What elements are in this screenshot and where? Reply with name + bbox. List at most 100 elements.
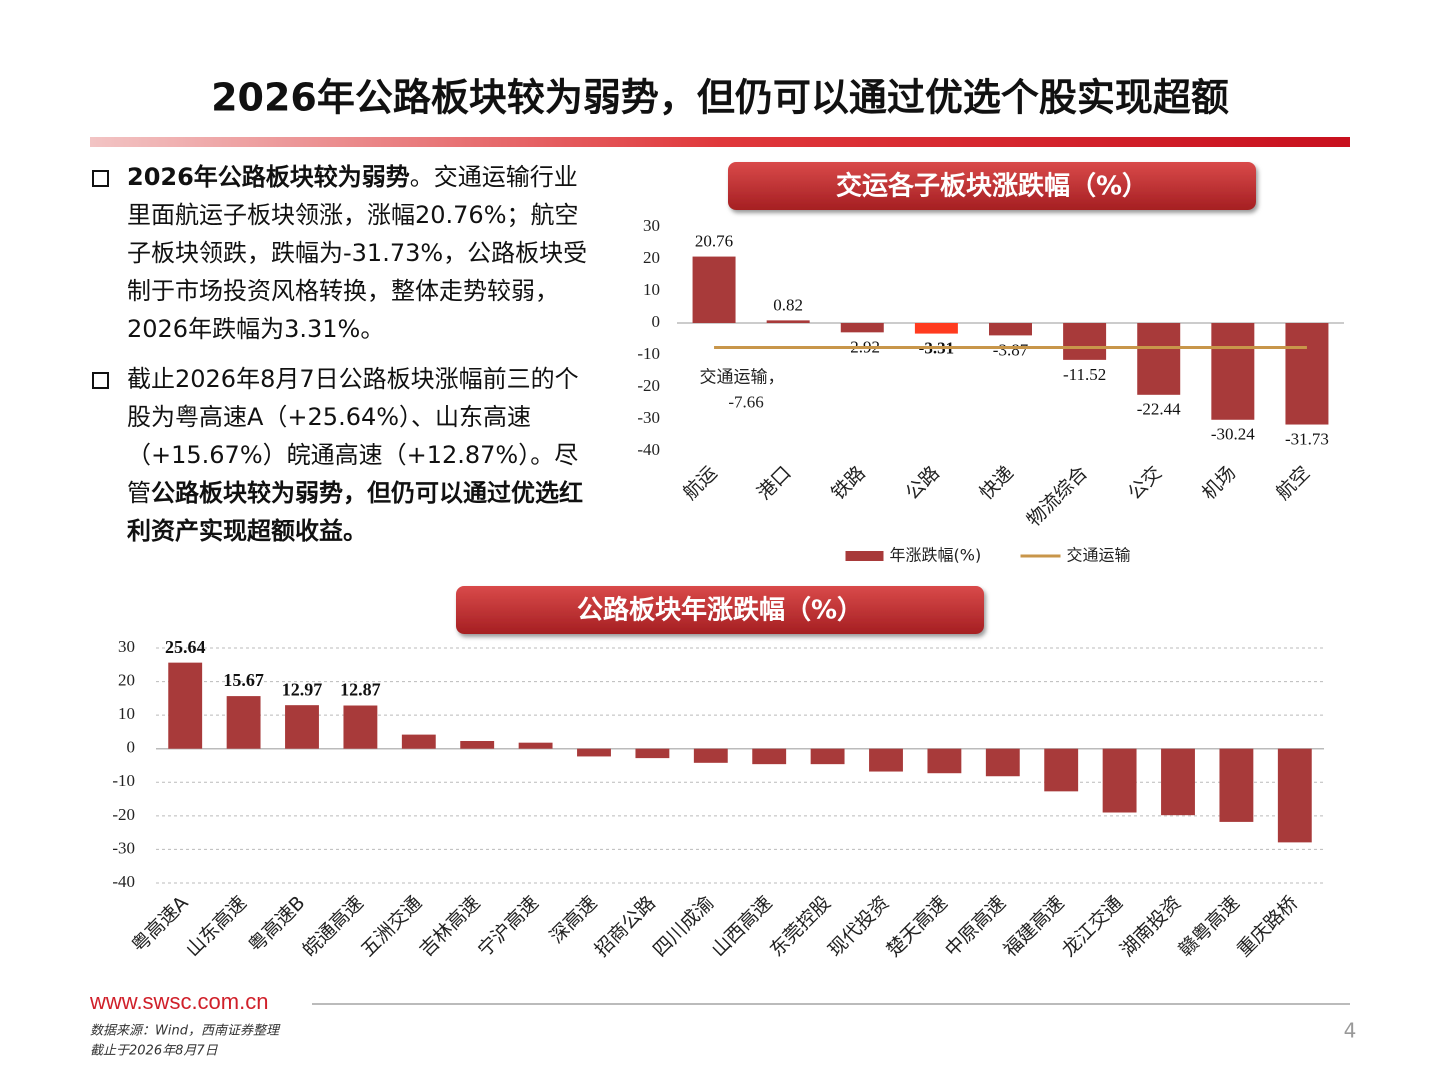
x-tick-label: 铁路	[827, 462, 869, 504]
y-tick-label: -10	[112, 771, 135, 790]
x-tick-label: 机场	[1198, 462, 1240, 504]
y-tick-label: 30	[643, 216, 660, 235]
value-label: 0.82	[773, 295, 803, 314]
bar	[985, 748, 1020, 777]
slide-title: 2026年公路板块较为弱势，但仍可以通过优选个股实现超额	[211, 76, 1229, 120]
value-label: 12.87	[340, 680, 381, 700]
x-tick-label: 山东高速	[182, 892, 251, 961]
bar	[460, 740, 495, 749]
x-tick-label: 楚天高速	[883, 892, 952, 961]
x-tick-label: 龙江交通	[1058, 892, 1127, 961]
y-tick-label: -30	[637, 408, 660, 427]
footer-site: www.swsc.com.cn	[89, 989, 268, 1014]
value-label: -3.87	[993, 340, 1029, 359]
bullet-text: 。交通运输行业里面航运子板块领涨，涨幅20.76%；航空子板块领跌，跌幅为-31…	[127, 163, 588, 343]
value-label: 12.97	[282, 679, 323, 699]
x-tick-label: 东莞控股	[766, 892, 835, 961]
x-tick-label: 五洲交通	[357, 892, 426, 961]
y-tick-label: -40	[112, 872, 135, 891]
bar	[1063, 323, 1107, 360]
y-tick-label: -10	[637, 344, 660, 363]
y-tick-label: -20	[637, 376, 660, 395]
bar	[1285, 323, 1329, 425]
title-rule	[90, 137, 1350, 147]
x-tick-label: 快递	[975, 462, 1017, 504]
chart-banner	[456, 586, 984, 634]
bar	[285, 705, 319, 749]
value-label: -11.52	[1063, 365, 1106, 384]
bar	[635, 748, 670, 759]
bar	[693, 748, 728, 763]
x-tick-label: 山西高速	[707, 892, 776, 961]
chart-banner	[728, 162, 1256, 210]
bar	[1219, 748, 1254, 822]
bar	[810, 748, 845, 765]
x-tick-label: 深高速	[546, 892, 602, 948]
y-tick-label: 0	[127, 738, 136, 757]
bullet-text: 公路板块较为弱势，但仍可以通过优选红利资产实现超额收益。	[127, 479, 583, 545]
y-tick-label: 20	[118, 670, 135, 689]
bar	[1044, 748, 1079, 792]
bar	[840, 323, 884, 333]
bar	[518, 742, 553, 749]
x-tick-label: 航运	[679, 462, 721, 504]
bar	[343, 705, 378, 749]
bar	[1102, 748, 1137, 813]
footer-date: 截止于2026年8月7日	[90, 1044, 219, 1059]
x-tick-label: 物流综合	[1023, 462, 1092, 531]
x-tick-label: 赣粤高速	[1175, 892, 1244, 961]
bar	[1277, 748, 1312, 843]
x-tick-label: 福建高速	[999, 892, 1068, 961]
bar	[766, 320, 810, 323]
x-tick-label: 皖通高速	[299, 892, 368, 961]
value-label: -31.73	[1285, 429, 1329, 448]
x-tick-label: 招商公路	[591, 892, 660, 961]
x-tick-label: 中原高速	[941, 892, 1010, 961]
bullet: 2026年公路板块较为弱势。交通运输行业里面航运子板块领涨，涨幅20.76%；航…	[90, 158, 590, 348]
bullet-text: 截止2026年8月7日公路板块涨幅前三的个股为粤高速A（+25.64%）、山东高…	[127, 365, 579, 507]
bar	[1211, 323, 1255, 420]
legend-label: 年涨跌幅(%)	[890, 546, 982, 565]
bar	[1137, 323, 1181, 395]
bullet-list: 2026年公路板块较为弱势。交通运输行业里面航运子板块领涨，涨幅20.76%；航…	[90, 158, 590, 562]
footer-source: 数据来源：Wind，西南证券整理	[90, 1024, 281, 1039]
x-tick-label: 四川成渝	[649, 892, 718, 961]
value-label: 15.67	[223, 670, 264, 690]
x-tick-label: 现代投资	[824, 892, 893, 961]
chart-title: 交运各子板块涨跌幅（%）	[836, 171, 1148, 202]
bar	[752, 748, 787, 765]
x-tick-label: 湖南投资	[1116, 892, 1185, 961]
x-tick-label: 吉林高速	[415, 892, 484, 961]
y-tick-label: 20	[643, 248, 660, 267]
value-label: -30.24	[1211, 425, 1255, 444]
reference-value: -7.66	[728, 392, 763, 411]
value-label: -22.44	[1137, 400, 1181, 419]
bullet: 截止2026年8月7日公路板块涨幅前三的个股为粤高速A（+25.64%）、山东高…	[90, 360, 590, 550]
x-tick-label: 航空	[1272, 462, 1314, 504]
x-tick-label: 港口	[753, 462, 795, 504]
bar	[692, 256, 736, 323]
bullet-text: 2026年公路板块较为弱势	[127, 163, 410, 191]
y-tick-label: 10	[118, 704, 135, 723]
x-tick-label: 宁沪高速	[474, 892, 543, 961]
y-tick-label: -40	[637, 440, 660, 459]
chart-title: 公路板块年涨跌幅（%）	[577, 595, 863, 626]
bar	[401, 734, 436, 749]
legend-swatch	[845, 551, 884, 561]
bar	[168, 662, 203, 749]
y-tick-label: -20	[112, 805, 135, 824]
legend-label: 交通运输	[1067, 546, 1131, 565]
bar	[577, 748, 611, 757]
bar	[989, 323, 1032, 336]
bar	[914, 323, 958, 334]
x-tick-label: 重庆路桥	[1233, 892, 1302, 961]
x-tick-label: 公交	[1124, 462, 1166, 504]
page-number: 4	[1344, 1019, 1357, 1043]
y-tick-label: 0	[652, 312, 661, 331]
value-label: 20.76	[695, 231, 733, 250]
reference-label: 交通运输，	[700, 368, 785, 388]
y-tick-label: 30	[118, 637, 135, 656]
y-tick-label: 10	[643, 280, 660, 299]
